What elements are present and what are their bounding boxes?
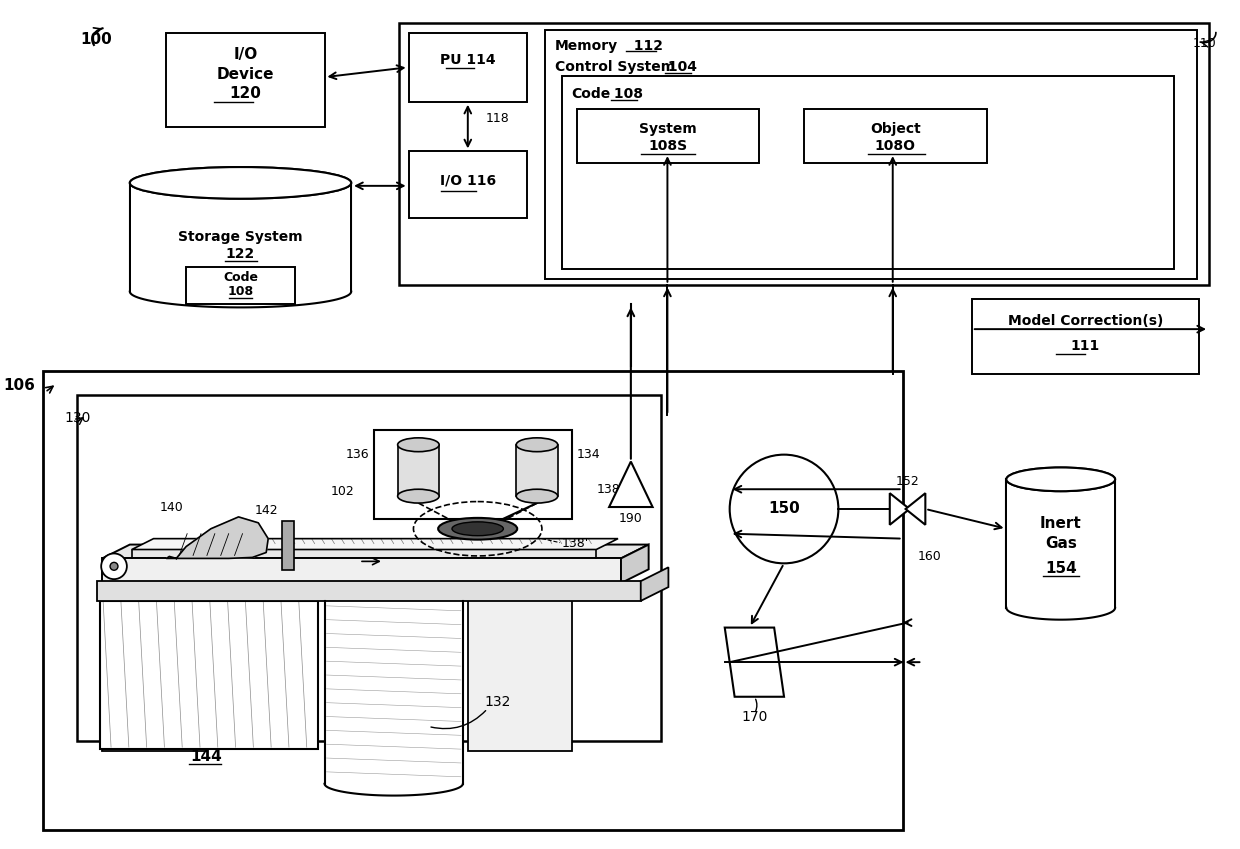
Text: 112: 112 [624, 38, 663, 53]
Bar [97, 581, 641, 601]
Polygon shape [102, 544, 649, 559]
Circle shape [110, 562, 118, 571]
Bar [516, 445, 558, 496]
Text: 130: 130 [64, 411, 91, 425]
Polygon shape [641, 567, 668, 601]
Text: Code: Code [572, 87, 611, 101]
Bar [398, 445, 439, 496]
Text: Object: Object [869, 121, 920, 136]
Text: 138: 138 [596, 483, 620, 496]
Ellipse shape [438, 518, 517, 540]
Text: Storage System: Storage System [179, 230, 303, 245]
Text: 108S: 108S [649, 139, 687, 154]
Text: 108: 108 [609, 87, 644, 101]
Text: 170: 170 [742, 710, 768, 723]
Ellipse shape [1007, 468, 1115, 492]
Text: 132: 132 [485, 694, 511, 709]
Bar [398, 23, 1209, 284]
Bar [100, 601, 317, 749]
Bar [77, 396, 661, 741]
Bar [467, 583, 572, 751]
Text: 154: 154 [1045, 561, 1076, 576]
Text: System: System [639, 121, 697, 136]
Text: 106: 106 [2, 378, 35, 393]
Text: 140: 140 [160, 501, 184, 514]
Bar [408, 32, 527, 102]
Text: 102: 102 [330, 485, 355, 498]
Polygon shape [131, 538, 618, 549]
Text: 160: 160 [918, 550, 941, 563]
Ellipse shape [453, 522, 503, 536]
Bar [562, 76, 1174, 269]
Bar [1007, 480, 1114, 608]
Text: Model Correction(s): Model Correction(s) [1008, 314, 1163, 329]
Text: 104: 104 [663, 60, 697, 74]
Ellipse shape [130, 167, 351, 199]
Text: PU 114: PU 114 [440, 53, 496, 67]
Bar [166, 32, 325, 127]
Text: 142: 142 [254, 504, 278, 518]
Bar [972, 300, 1199, 374]
Polygon shape [890, 493, 909, 525]
Bar [408, 151, 527, 218]
Ellipse shape [516, 438, 558, 452]
Text: 108: 108 [227, 285, 253, 298]
Text: 134: 134 [577, 448, 600, 461]
Text: Control System: Control System [554, 60, 675, 74]
Text: I/O: I/O [233, 47, 258, 62]
Bar [43, 371, 903, 830]
Bar [325, 601, 461, 784]
Polygon shape [724, 627, 784, 697]
Text: 100: 100 [81, 32, 112, 47]
Text: I/O 116: I/O 116 [440, 174, 496, 188]
Text: 150: 150 [768, 502, 800, 516]
Bar [281, 520, 294, 571]
Text: 144: 144 [190, 749, 222, 763]
Ellipse shape [398, 438, 439, 452]
Polygon shape [166, 517, 268, 559]
Text: 120: 120 [229, 87, 262, 101]
Bar [102, 583, 206, 751]
Bar [131, 183, 350, 291]
Ellipse shape [1007, 468, 1115, 492]
Bar [577, 109, 759, 163]
Text: 108O: 108O [874, 139, 915, 154]
Circle shape [729, 455, 838, 564]
Text: Gas: Gas [1045, 536, 1076, 551]
Ellipse shape [398, 489, 439, 503]
Text: 190: 190 [619, 513, 642, 526]
Polygon shape [905, 493, 925, 525]
Text: 138': 138' [562, 537, 589, 550]
Polygon shape [102, 559, 621, 583]
Bar [374, 430, 572, 519]
Text: Device: Device [217, 67, 274, 82]
Ellipse shape [516, 489, 558, 503]
Text: 110: 110 [1193, 37, 1216, 49]
Ellipse shape [130, 167, 351, 199]
Polygon shape [609, 462, 652, 507]
Text: 111: 111 [1071, 339, 1100, 353]
Bar [804, 109, 987, 163]
Text: 136: 136 [346, 448, 370, 461]
Bar [544, 30, 1197, 278]
Polygon shape [621, 544, 649, 583]
Text: 152: 152 [895, 475, 919, 488]
Text: 122: 122 [226, 247, 255, 261]
Circle shape [102, 554, 126, 579]
Text: Memory: Memory [554, 38, 618, 53]
Bar [186, 267, 295, 305]
Text: 118: 118 [486, 112, 510, 125]
Text: Inert: Inert [1040, 516, 1081, 531]
Text: Code: Code [223, 271, 258, 284]
